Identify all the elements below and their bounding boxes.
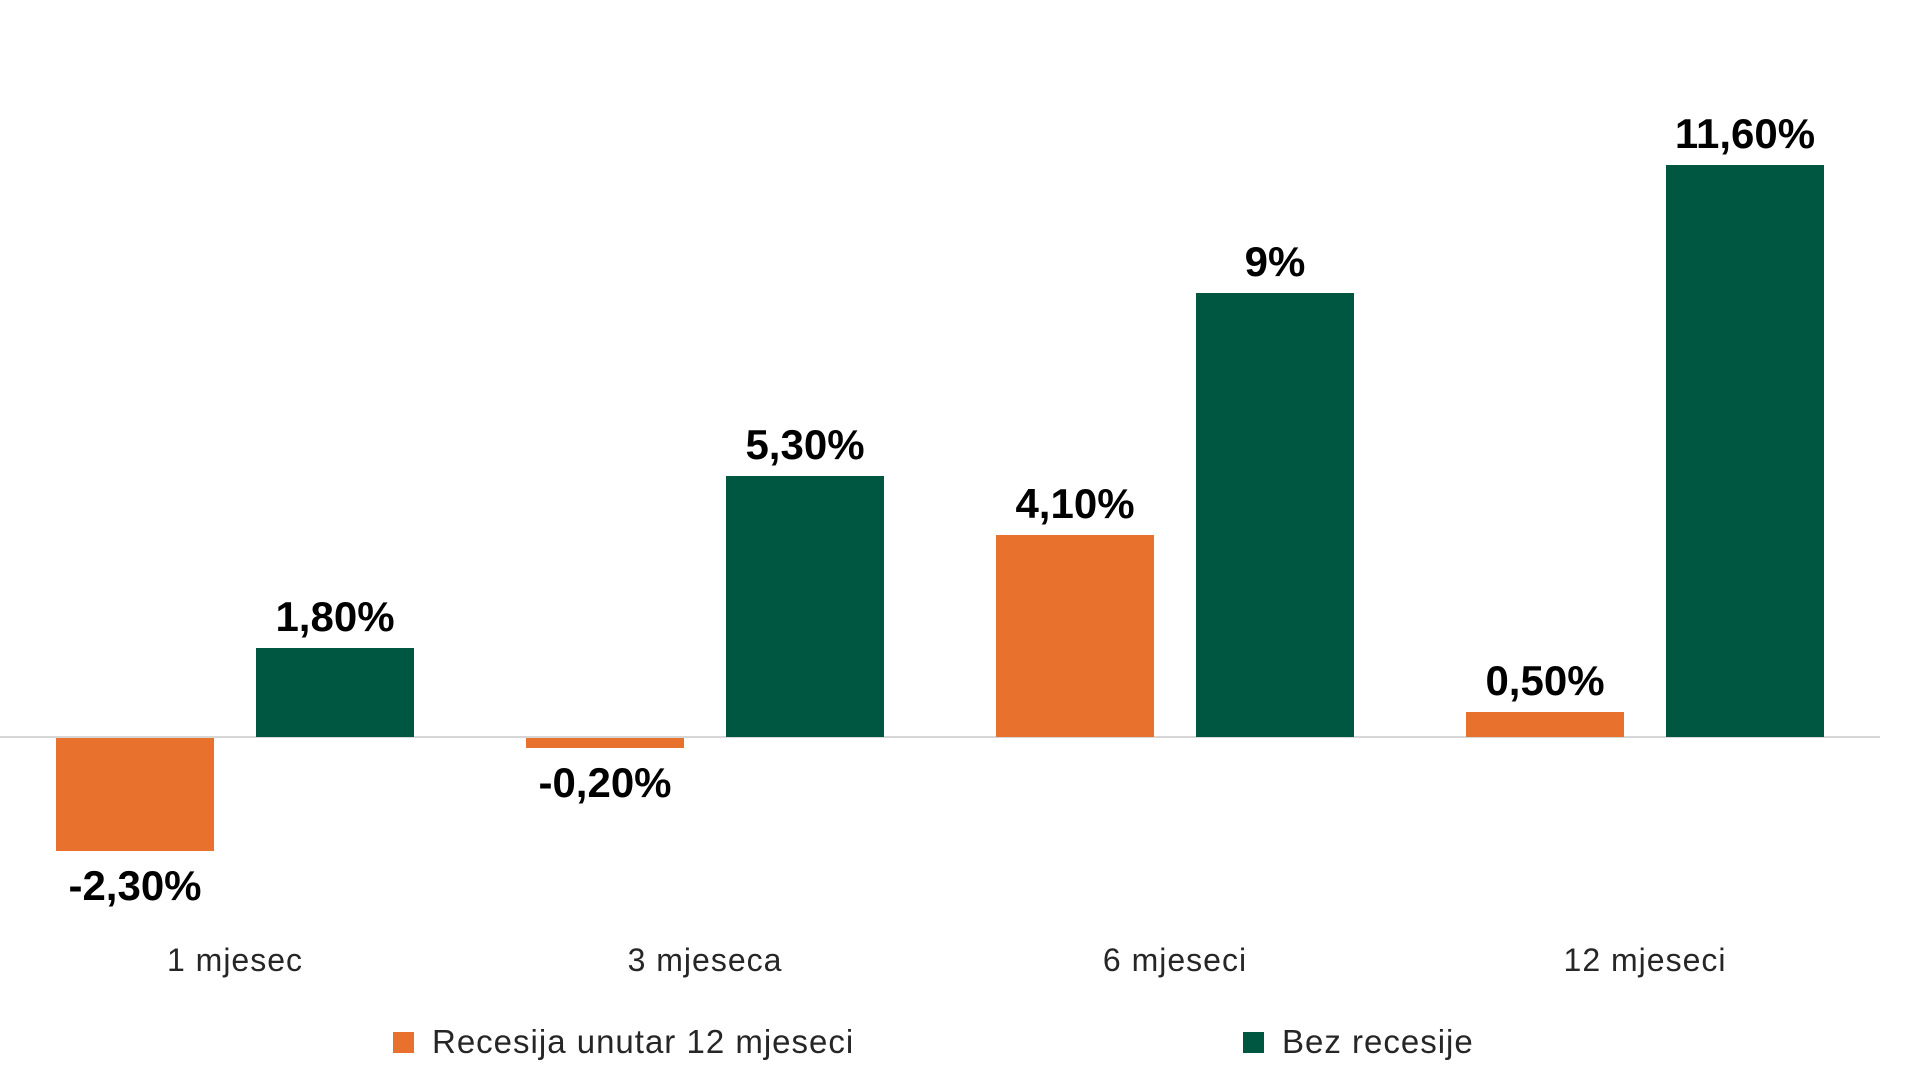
bar-recesija-2 <box>526 738 684 748</box>
bar-value-label: 4,10% <box>1015 480 1135 527</box>
bar-recesija-1 <box>56 738 214 851</box>
bar-value-label: 1,80% <box>275 593 395 640</box>
bar-recesija-3 <box>996 535 1154 737</box>
x-axis-baseline <box>0 736 1880 738</box>
category-label: 6 mjeseci <box>1102 942 1248 978</box>
bar-value-label: 9% <box>1244 238 1306 285</box>
bar-value-label: 0,50% <box>1485 657 1605 704</box>
bar-value-label: 11,60% <box>1674 110 1816 157</box>
legend-label-recesija: Recesija unutar 12 mjeseci <box>432 1023 855 1060</box>
bar-recesija-4 <box>1466 712 1624 737</box>
legend-item-recesija-unutar-12-mjeseci: Recesija unutar 12 mjeseci <box>393 1023 855 1060</box>
category-label: 12 mjeseci <box>1563 942 1727 978</box>
bar-bez-recesije-3 <box>1196 293 1354 737</box>
bar-value-label: -0,20% <box>538 759 672 806</box>
legend-item-bez-recesije: Bez recesije <box>1243 1023 1474 1060</box>
category-label: 3 mjeseca <box>627 942 783 978</box>
bar-bez-recesije-4 <box>1666 165 1824 737</box>
bar-bez-recesije-1 <box>256 648 414 737</box>
legend-swatch-bez-recesije-icon <box>1243 1031 1264 1053</box>
bar-bez-recesije-2 <box>726 476 884 737</box>
legend-swatch-recesija-icon <box>393 1031 414 1053</box>
legend-label-bez-recesije: Bez recesije <box>1282 1023 1474 1060</box>
bar-value-label: 5,30% <box>745 421 865 468</box>
bar-value-label: -2,30% <box>68 862 202 909</box>
category-label: 1 mjesec <box>166 942 304 978</box>
